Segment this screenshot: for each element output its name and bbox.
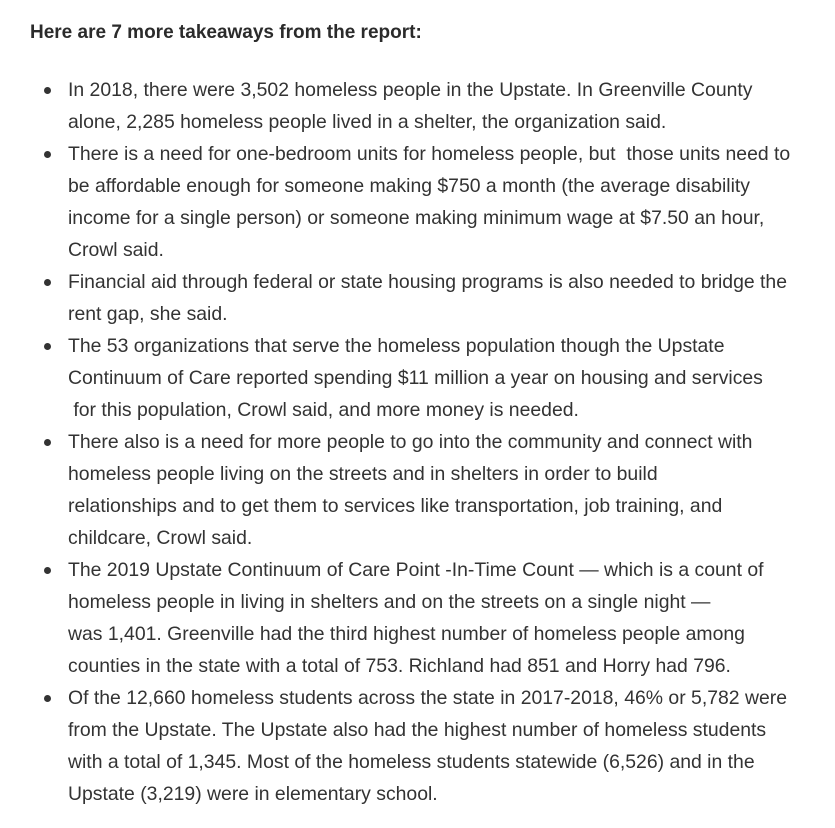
bullet-icon bbox=[44, 695, 51, 702]
takeaway-item: Of the 12,660 homeless students across t… bbox=[30, 682, 835, 810]
takeaway-line: income for a single person) or someone m… bbox=[68, 207, 765, 229]
takeaway-line: rent gap, she said. bbox=[68, 303, 228, 325]
takeaway-line: Financial aid through federal or state h… bbox=[68, 271, 787, 293]
bullet-icon bbox=[44, 567, 51, 574]
takeaway-item: There is a need for one-bedroom units fo… bbox=[30, 138, 835, 266]
takeaway-line: alone, 2,285 homeless people lived in a … bbox=[68, 111, 667, 133]
takeaway-line: from the Upstate. The Upstate also had t… bbox=[68, 719, 767, 741]
takeaway-line: was 1,401. Greenville had the third high… bbox=[68, 623, 745, 645]
takeaway-line: childcare, Crowl said. bbox=[68, 527, 253, 549]
bullet-icon bbox=[44, 343, 51, 350]
takeaway-line: There also is a need for more people to … bbox=[68, 431, 753, 453]
bullet-icon bbox=[44, 87, 51, 94]
takeaway-line: counties in the state with a total of 75… bbox=[68, 655, 731, 677]
bullet-icon bbox=[44, 151, 51, 158]
takeaway-item: In 2018, there were 3,502 homeless peopl… bbox=[30, 74, 835, 138]
takeaway-line: Upstate (3,219) were in elementary schoo… bbox=[68, 783, 438, 805]
takeaway-line: The 2019 Upstate Continuum of Care Point… bbox=[68, 559, 764, 581]
takeaway-item: There also is a need for more people to … bbox=[30, 426, 835, 554]
takeaway-line: homeless people living on the streets an… bbox=[68, 463, 658, 485]
takeaway-line: homeless people in living in shelters an… bbox=[68, 591, 711, 613]
takeaway-item: Financial aid through federal or state h… bbox=[30, 266, 835, 330]
takeaway-item: The 2019 Upstate Continuum of Care Point… bbox=[30, 554, 835, 682]
bullet-icon bbox=[44, 279, 51, 286]
takeaway-line: relationships and to get them to service… bbox=[68, 495, 723, 517]
takeaway-line: be affordable enough for someone making … bbox=[68, 175, 750, 197]
takeaway-line: The 53 organizations that serve the home… bbox=[68, 335, 725, 357]
section-heading: Here are 7 more takeaways from the repor… bbox=[30, 22, 422, 43]
takeaway-line: Crowl said. bbox=[68, 239, 164, 261]
takeaway-item: The 53 organizations that serve the home… bbox=[30, 330, 835, 426]
takeaway-line: Continuum of Care reported spending $11 … bbox=[68, 367, 763, 389]
takeaway-line: In 2018, there were 3,502 homeless peopl… bbox=[68, 79, 753, 101]
takeaway-line: for this population, Crowl said, and mor… bbox=[68, 399, 579, 421]
takeaway-list: In 2018, there were 3,502 homeless peopl… bbox=[30, 74, 835, 810]
takeaway-line: Of the 12,660 homeless students across t… bbox=[68, 687, 787, 709]
bullet-icon bbox=[44, 439, 51, 446]
takeaway-line: There is a need for one-bedroom units fo… bbox=[68, 143, 791, 165]
takeaway-line: with a total of 1,345. Most of the homel… bbox=[68, 751, 755, 773]
